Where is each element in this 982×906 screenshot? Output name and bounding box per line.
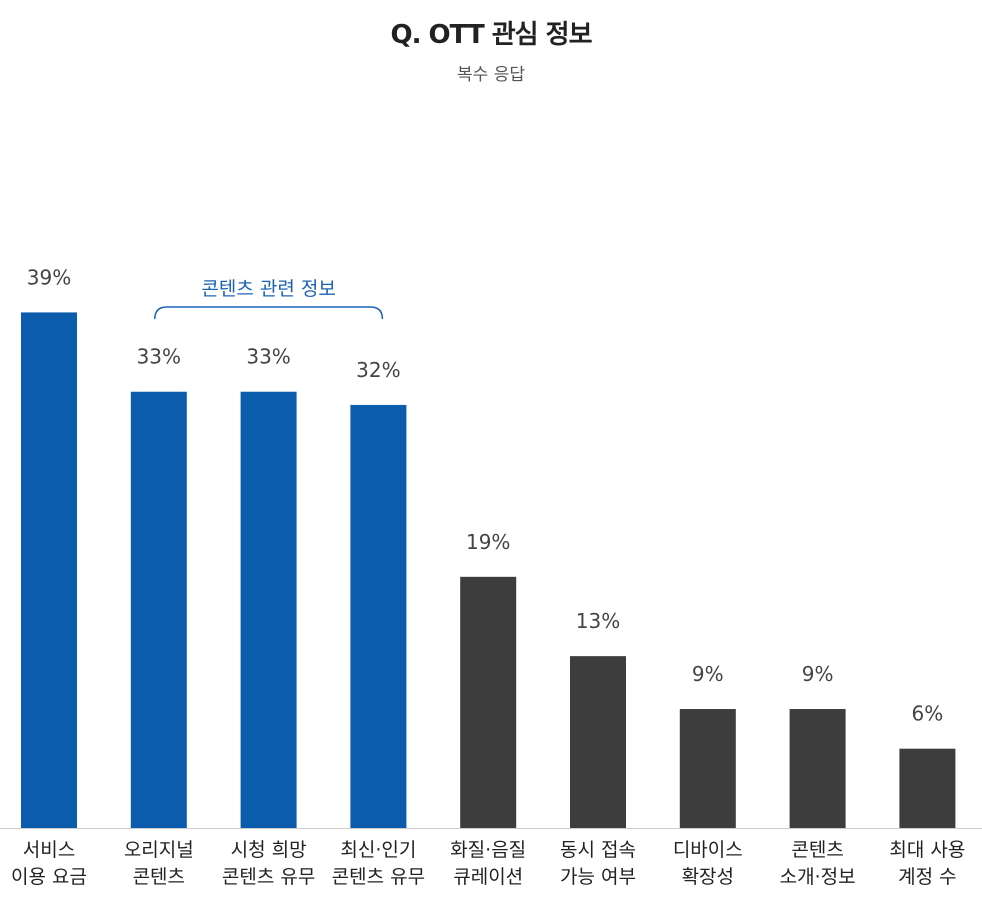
- value-label: 33%: [137, 345, 181, 369]
- chart-subtitle: 복수 응답: [457, 65, 525, 85]
- bar: [130, 391, 187, 828]
- category-label: 서비스: [23, 839, 75, 861]
- bar: [679, 709, 736, 828]
- category-label: 최신·인기: [340, 839, 416, 861]
- annotation-bracket: [154, 306, 384, 320]
- bar: [789, 709, 846, 828]
- category-label: 큐레이션: [453, 866, 523, 888]
- value-label: 9%: [802, 662, 834, 686]
- value-label: 33%: [246, 345, 290, 369]
- category-label: 콘텐츠: [133, 866, 185, 888]
- annotation-label: 콘텐츠 관련 정보: [201, 278, 335, 300]
- category-label: 최대 사용: [889, 839, 965, 861]
- category-label: 동시 접속: [560, 839, 636, 861]
- value-label: 32%: [356, 358, 400, 382]
- bar: [350, 404, 407, 828]
- bar: [460, 576, 517, 828]
- chart-title: Q. OTT 관심 정보: [390, 20, 593, 50]
- value-label: 39%: [27, 265, 71, 289]
- category-label: 계정 수: [898, 866, 956, 888]
- bar: [570, 656, 626, 828]
- value-label: 9%: [692, 662, 724, 686]
- category-label: 콘텐츠 유무: [332, 866, 425, 888]
- bar: [240, 391, 297, 828]
- category-label: 시청 희망: [231, 839, 307, 861]
- category-label: 디바이스: [673, 839, 743, 861]
- value-label: 13%: [576, 609, 620, 633]
- category-label: 이용 요금: [11, 866, 87, 888]
- category-label: 화질·음질: [450, 839, 526, 861]
- value-label: 6%: [912, 702, 944, 726]
- category-label: 확장성: [682, 866, 734, 888]
- category-label: 가능 여부: [560, 866, 636, 888]
- category-label: 소개·정보: [780, 866, 856, 888]
- category-label: 오리지널: [124, 839, 194, 861]
- category-label: 콘텐츠: [791, 839, 843, 861]
- category-label: 콘텐츠 유무: [222, 866, 315, 888]
- bar: [21, 312, 77, 828]
- value-label: 19%: [466, 530, 510, 554]
- bar: [899, 748, 956, 828]
